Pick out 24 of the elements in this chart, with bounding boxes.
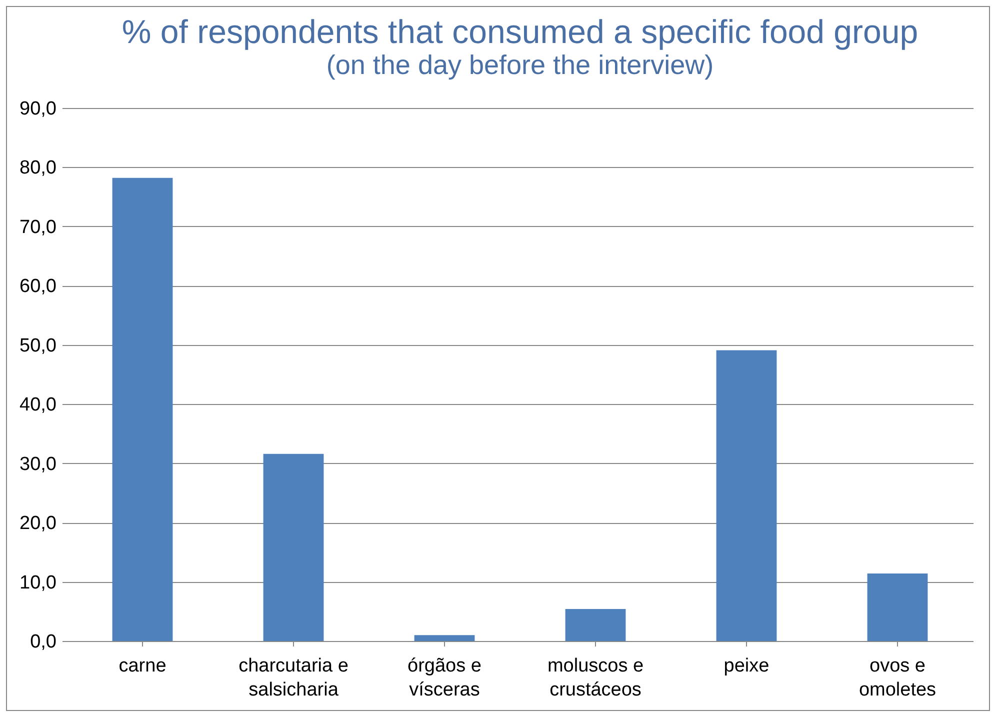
x-tick-label: charcutaria e salsicharia — [238, 656, 348, 700]
y-tick-label: 30,0 — [20, 454, 56, 475]
bar — [414, 635, 475, 641]
y-tick-label: 0,0 — [30, 632, 56, 652]
y-tick-label: 90,0 — [20, 98, 56, 120]
y-tick-label: 40,0 — [20, 394, 56, 416]
y-tick-label: 50,0 — [20, 335, 56, 356]
x-tick-label: moluscos e crustáceos — [547, 656, 644, 700]
chart-subtitle: (on the day before the interview) — [326, 50, 714, 80]
x-tick-label: carne — [118, 656, 166, 676]
bar — [565, 609, 626, 641]
y-tick-label: 70,0 — [20, 216, 56, 238]
y-tick-label: 80,0 — [20, 158, 56, 179]
bar — [263, 454, 324, 641]
bar — [112, 178, 173, 641]
x-tick-label: órgãos e vísceras — [408, 656, 482, 700]
bar — [867, 573, 928, 641]
y-tick-label: 60,0 — [20, 276, 56, 298]
y-tick-label: 20,0 — [20, 513, 56, 534]
chart-title: % of respondents that consumed a specific food group — [122, 13, 918, 50]
y-tick-label: 10,0 — [20, 572, 56, 594]
x-tick-label: ovos e omoletes — [858, 656, 936, 700]
x-tick-label: peixe — [724, 656, 770, 676]
bar — [716, 350, 777, 641]
